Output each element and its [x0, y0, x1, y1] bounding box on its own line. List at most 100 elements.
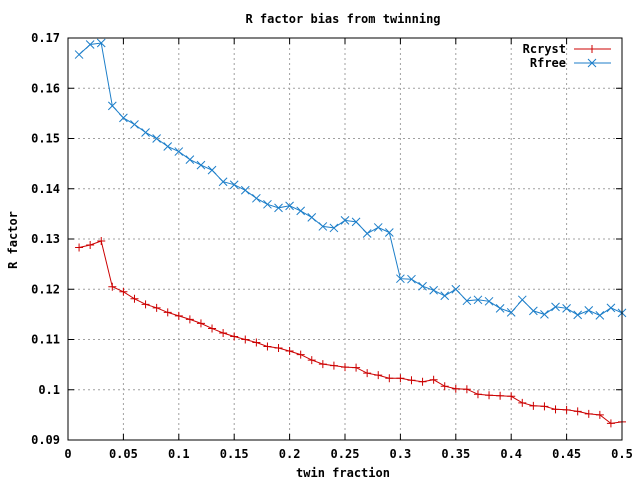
data-point-rcryst [241, 335, 250, 344]
data-point-rfree [318, 222, 328, 231]
data-point-rfree [473, 295, 483, 305]
data-point-rcryst [496, 391, 505, 400]
legend-label-rcryst: Rcryst [523, 42, 566, 56]
data-point-rcryst [296, 350, 305, 359]
data-point-rfree [595, 311, 605, 320]
y-tick-label: 0.17 [31, 31, 60, 45]
data-point-rcryst [119, 287, 128, 296]
data-point-rfree [495, 303, 505, 313]
data-point-rfree [229, 180, 239, 190]
data-point-rfree [252, 193, 261, 203]
data-point-rfree [329, 223, 339, 233]
data-point-rcryst [174, 311, 183, 320]
data-point-rcryst [141, 300, 150, 309]
y-axis-label: R factor [6, 211, 20, 269]
data-point-rcryst [595, 410, 604, 419]
legend-label-rfree: Rfree [530, 56, 566, 70]
series-rfree [74, 38, 627, 320]
data-point-rfree [74, 50, 84, 59]
data-point-rfree [96, 38, 106, 48]
data-point-rcryst [307, 356, 316, 365]
x-tick-label: 0.4 [500, 447, 522, 461]
series-line-rcryst [78, 240, 623, 424]
data-point-rfree [207, 165, 217, 175]
data-point-rcryst [573, 407, 582, 416]
legend-marker-rcryst [588, 45, 596, 53]
data-point-rcryst [163, 308, 172, 317]
data-point-rcryst [185, 315, 194, 324]
data-point-rfree [396, 274, 405, 284]
data-point-rcryst [440, 382, 449, 391]
data-point-rcryst [86, 241, 95, 250]
data-point-rfree [407, 274, 416, 284]
grid [68, 38, 622, 440]
data-point-rfree [373, 223, 383, 232]
x-tick-label: 0.35 [441, 447, 470, 461]
data-point-rfree [562, 303, 571, 313]
chart-title: R factor bias from twinning [245, 12, 440, 26]
data-point-rfree [285, 201, 294, 211]
data-point-rfree [141, 128, 150, 137]
data-point-rcryst [429, 375, 438, 384]
data-point-rcryst [407, 376, 416, 385]
data-point-rcryst [252, 338, 261, 347]
data-point-rfree [573, 310, 583, 320]
data-point-rfree [429, 285, 438, 295]
x-tick-label: 0.15 [220, 447, 249, 461]
y-tick-label: 0.1 [38, 383, 60, 397]
data-point-rfree [307, 213, 317, 222]
data-point-rfree [529, 306, 538, 316]
data-point-rfree [152, 134, 161, 143]
x-tick-label: 0.45 [552, 447, 581, 461]
data-point-rcryst [274, 344, 283, 353]
legend-marker-rfree [587, 58, 597, 68]
y-tick-label: 0.11 [31, 333, 60, 347]
data-point-rfree [418, 281, 427, 291]
data-point-rcryst [230, 332, 239, 341]
data-point-rfree [130, 120, 139, 129]
data-point-rcryst [529, 401, 538, 410]
data-point-rfree [119, 113, 128, 123]
y-tick-label: 0.15 [31, 132, 60, 146]
data-point-rfree [85, 40, 95, 49]
plot-frame [67, 37, 623, 441]
data-point-rcryst [363, 369, 372, 378]
data-point-rcryst [263, 342, 272, 351]
data-point-rfree [462, 296, 472, 306]
data-point-rfree [218, 177, 228, 187]
data-point-rcryst [540, 402, 549, 411]
data-point-rcryst [75, 243, 84, 252]
data-point-rcryst [341, 363, 349, 372]
y-tick-label: 0.09 [31, 433, 60, 447]
ticks: 0 0.05 0.1 0.15 0.2 0.25 0.3 0.35 0.4 0.45 0.5 0.09… [31, 31, 633, 461]
series-layer [74, 38, 627, 428]
data-point-rfree [351, 217, 361, 227]
data-point-rcryst [130, 294, 139, 303]
data-point-rcryst [352, 363, 361, 372]
data-point-rcryst [507, 392, 516, 401]
data-point-rfree [384, 228, 394, 237]
data-point-rcryst [318, 360, 327, 369]
data-point-rfree [174, 147, 184, 156]
data-point-rcryst [396, 374, 405, 383]
data-point-rfree [506, 308, 516, 317]
data-point-rfree [163, 142, 173, 151]
data-point-rcryst [518, 398, 527, 407]
data-point-rcryst [606, 419, 615, 428]
data-point-rcryst [473, 390, 482, 399]
data-point-rcryst [219, 328, 228, 337]
data-point-rcryst [418, 377, 427, 386]
data-point-rfree [584, 306, 594, 315]
data-point-rfree [551, 302, 560, 312]
data-point-rcryst [551, 405, 560, 414]
data-point-rcryst [485, 391, 494, 400]
data-point-rcryst [462, 385, 471, 394]
x-tick-label: 0.25 [331, 447, 360, 461]
data-point-rfree [540, 310, 549, 319]
data-point-rcryst [385, 374, 394, 383]
data-point-rfree [340, 216, 350, 225]
data-point-rcryst [584, 409, 593, 418]
data-point-rfree [484, 296, 494, 306]
